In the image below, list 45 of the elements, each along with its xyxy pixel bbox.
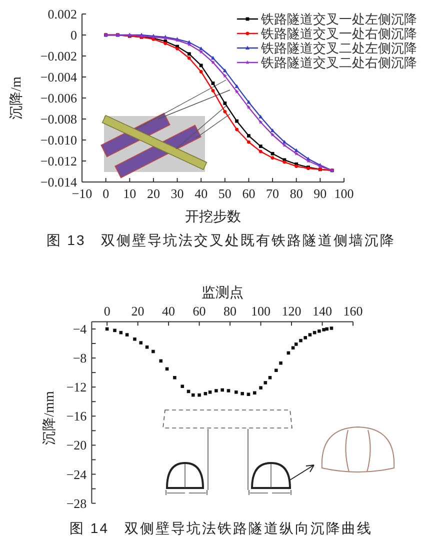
x-tick-label: 0 bbox=[102, 186, 110, 201]
y-tick-label: −16 bbox=[66, 408, 88, 424]
y-axis-title: 沉降/m bbox=[8, 76, 24, 120]
y-tick-label: −12 bbox=[66, 380, 87, 395]
x-tick-label: 20 bbox=[131, 304, 144, 319]
y-tick-label: −0.012 bbox=[40, 154, 77, 169]
x-tick-label: 50 bbox=[218, 186, 232, 201]
x-tick-label: 10 bbox=[123, 186, 136, 201]
legend-label: 铁路隧道交叉一处右侧沉降 bbox=[260, 26, 417, 41]
x-tick-label: 140 bbox=[312, 304, 332, 319]
y-tick-label: −4 bbox=[72, 322, 88, 337]
y-tick-label: 0 bbox=[70, 28, 77, 43]
x-tick-label: 120 bbox=[282, 304, 302, 319]
x-tick-label: 70 bbox=[266, 186, 280, 201]
y-tick-label: −0.010 bbox=[40, 132, 77, 148]
x-axis-title: 开挖步数 bbox=[185, 209, 241, 225]
x-tick-label: 60 bbox=[242, 186, 256, 201]
y-tick-label: −0.006 bbox=[40, 90, 78, 106]
x-tick-label: 30 bbox=[170, 186, 184, 201]
y-tick-label: −0.004 bbox=[40, 70, 78, 85]
y-tick-label: −24 bbox=[66, 466, 88, 482]
x-tick-label: 80 bbox=[290, 186, 303, 201]
x-tick-label: 100 bbox=[251, 304, 271, 319]
y-tick-label: −0.002 bbox=[40, 48, 77, 64]
x-tick-label: 80 bbox=[224, 304, 237, 319]
caption: 图 13 双侧壁导坑法交叉处既有铁路隧道侧墙沉降 bbox=[46, 232, 396, 248]
legend-label: 铁路隧道交叉二处右侧沉降 bbox=[260, 55, 417, 70]
x-tick-label: 160 bbox=[343, 304, 363, 319]
y-tick-label: 0.002 bbox=[48, 6, 77, 22]
x-tick-label: 40 bbox=[194, 186, 208, 201]
y-tick-label: −28 bbox=[66, 496, 87, 511]
legend-label: 铁路隧道交叉二处左侧沉降 bbox=[260, 40, 417, 56]
y-tick-label: −0.008 bbox=[40, 112, 77, 127]
y-tick-label: −20 bbox=[66, 438, 87, 453]
x-tick-label: 90 bbox=[314, 186, 327, 201]
caption: 图 14 双侧壁导坑法铁路隧道纵向沉降曲线 bbox=[70, 520, 372, 536]
x-tick-label: 100 bbox=[334, 186, 354, 201]
x-axis-title: 监测点 bbox=[201, 285, 244, 301]
x-tick-label: 20 bbox=[146, 186, 160, 201]
legend-label: 铁路隧道交叉一处左侧沉降 bbox=[260, 12, 417, 26]
y-axis-title: 沉降/mm bbox=[42, 391, 58, 445]
x-tick-label: 60 bbox=[192, 304, 206, 319]
y-tick-label: −8 bbox=[72, 350, 87, 366]
x-tick-label: 0 bbox=[104, 304, 110, 319]
x-tick-label: 40 bbox=[162, 304, 176, 319]
